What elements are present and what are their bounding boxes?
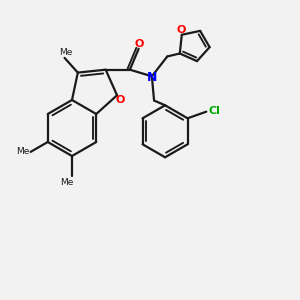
Text: N: N [147, 71, 157, 84]
Text: O: O [135, 39, 144, 49]
Text: Me: Me [60, 178, 74, 187]
Text: O: O [116, 95, 125, 105]
Text: O: O [176, 25, 185, 35]
Text: Me: Me [59, 48, 72, 57]
Text: Cl: Cl [208, 106, 220, 116]
Text: Me: Me [16, 147, 29, 156]
